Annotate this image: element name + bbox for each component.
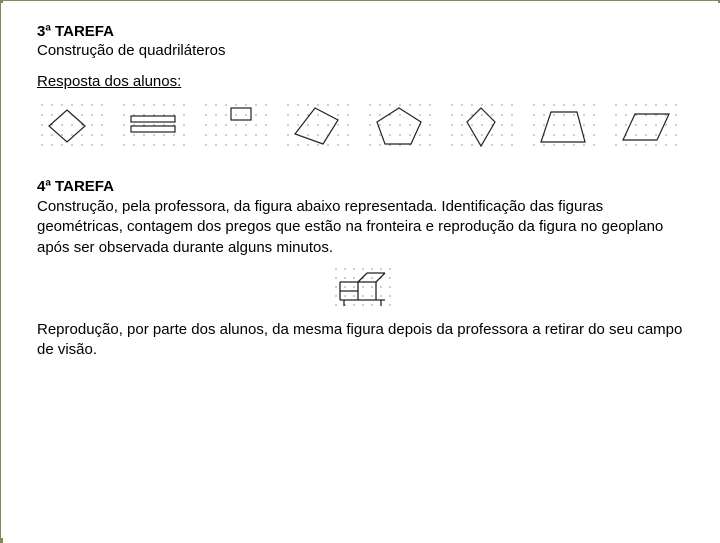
fig-parallelo [611,100,681,152]
task3-resp: Resposta dos alunos: [37,73,684,90]
fig-diamond [37,100,107,152]
task4-title: 4ª TAREFA [37,178,684,195]
fig-kite [447,100,517,152]
task3-title: 3ª TAREFA [37,23,684,40]
fig-smallrect [201,100,271,152]
task3-desc: Construção de quadriláteros [37,42,684,59]
figures-row [37,100,684,152]
house-figure-wrap [37,264,684,310]
fig-2rects [119,100,189,152]
fig-diamond2 [283,100,353,152]
house-figure [331,264,391,310]
task4-p2: Reprodução, por parte dos alunos, da mes… [37,320,684,361]
task4-p1: Construção, pela professora, da figura a… [37,197,684,258]
fig-trapezoid [529,100,599,152]
fig-pentagon [365,100,435,152]
